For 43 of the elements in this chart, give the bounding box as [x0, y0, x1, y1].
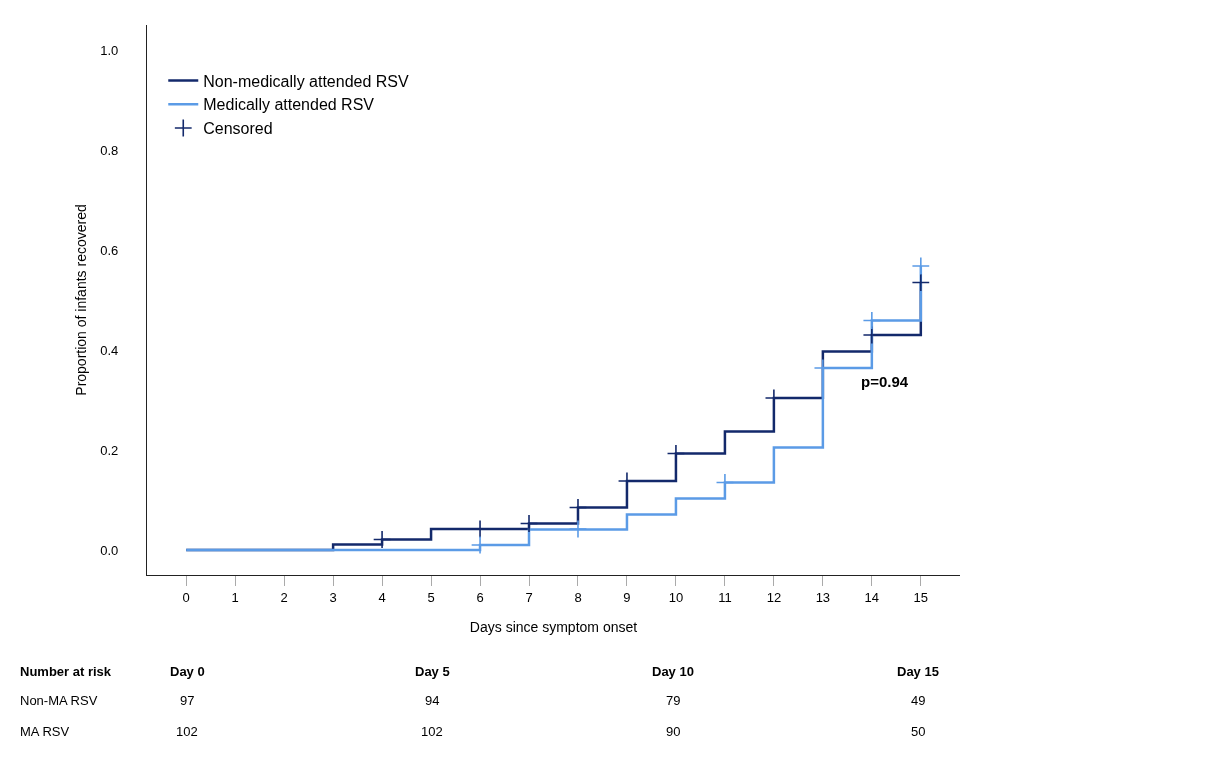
- x-tick-label: 1: [231, 589, 239, 605]
- y-axis-title: Proportion of infants recovered: [72, 204, 89, 396]
- text: Day 10: [652, 664, 694, 679]
- text: Day 0: [170, 664, 205, 679]
- text: 50: [911, 724, 926, 739]
- text: 49: [911, 693, 926, 708]
- x-tick-label: 3: [329, 589, 337, 605]
- text: Day 5: [415, 664, 450, 679]
- annotation: p=0.94: [861, 373, 909, 390]
- text: Number at risk: [20, 664, 112, 679]
- x-tick-label: 12: [766, 589, 782, 605]
- x-tick-label: 0: [182, 589, 190, 605]
- y-tick-label: 0.0: [100, 542, 119, 558]
- text: 102: [421, 724, 443, 739]
- text: 97: [180, 693, 195, 708]
- x-tick-label: 6: [476, 589, 484, 605]
- x-tick-label: 15: [913, 589, 929, 605]
- y-tick-label: 0.4: [100, 342, 119, 358]
- text: 79: [666, 693, 681, 708]
- y-tick-label: 0.8: [100, 142, 119, 158]
- x-tick-label: 7: [525, 589, 533, 605]
- y-tick-label: 0.6: [100, 242, 119, 258]
- y-tick-label: 0.2: [100, 442, 119, 458]
- legend-label: Medically attended RSV: [203, 96, 375, 114]
- legend-label: Non-medically attended RSV: [203, 72, 410, 90]
- x-tick-label: 8: [574, 589, 582, 605]
- text: MA RSV: [20, 724, 70, 739]
- x-tick-label: 13: [815, 589, 831, 605]
- text: 94: [425, 693, 440, 708]
- x-axis-title: Days since symptom onset: [469, 619, 638, 635]
- text: 90: [666, 724, 681, 739]
- x-tick-label: 4: [378, 589, 386, 605]
- x-tick-label: 9: [623, 589, 631, 605]
- x-tick-label: 11: [718, 589, 732, 605]
- text: 102: [176, 724, 198, 739]
- legend-label: Censored: [203, 120, 273, 138]
- x-tick-label: 10: [668, 589, 684, 605]
- x-tick-label: 2: [280, 589, 288, 605]
- x-tick-label: 14: [864, 589, 880, 605]
- x-tick-label: 5: [427, 589, 435, 605]
- text: Non-MA RSV: [20, 693, 98, 708]
- text: Day 15: [897, 664, 939, 679]
- y-tick-label: 1.0: [100, 42, 119, 58]
